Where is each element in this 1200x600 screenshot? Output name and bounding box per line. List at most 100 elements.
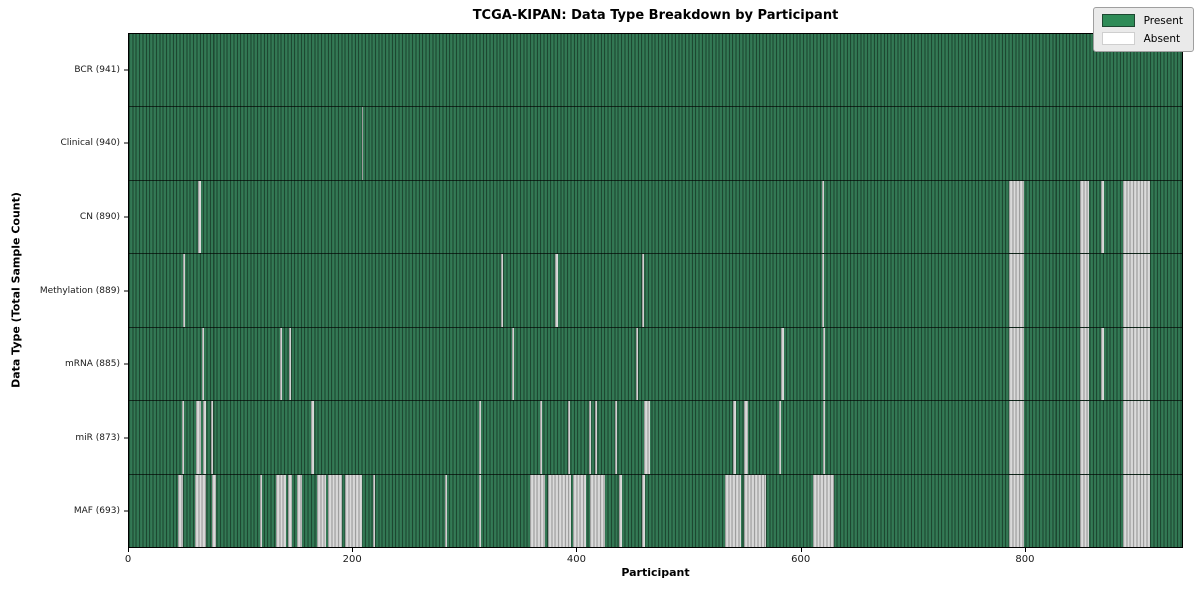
absent-stripe — [195, 474, 207, 547]
legend-label: Absent — [1143, 32, 1181, 45]
data-row-cn — [129, 180, 1182, 255]
absent-stripe — [1008, 254, 1025, 327]
absent-stripe — [641, 474, 645, 547]
absent-stripe — [590, 474, 605, 547]
absent-stripe — [287, 474, 293, 547]
absent-stripe — [296, 474, 303, 547]
y-tick-label: MAF (693) — [73, 506, 120, 517]
absent-stripe — [614, 401, 617, 474]
absent-stripe — [733, 401, 736, 474]
data-row-bcr — [129, 34, 1182, 108]
absent-stripe — [547, 474, 571, 547]
data-row-maf — [129, 474, 1182, 547]
absent-stripe — [744, 401, 748, 474]
y-tick-label: CN (890) — [79, 211, 120, 222]
absent-stripe — [725, 474, 742, 547]
x-tick-mark — [1024, 548, 1026, 552]
y-tick-label: Clinical (940) — [60, 138, 120, 149]
data-row-mir — [129, 401, 1182, 475]
legend-swatch-absent — [1101, 32, 1135, 45]
absent-stripe — [822, 401, 826, 474]
x-tick-label: 0 — [124, 554, 132, 565]
y-tick-label: Methylation (889) — [39, 285, 120, 296]
absent-stripe — [822, 327, 826, 401]
absent-stripe — [259, 474, 263, 547]
absent-stripe — [1008, 327, 1025, 401]
absent-stripe — [316, 474, 326, 547]
x-tick-label: 400 — [566, 554, 586, 565]
absent-stripe — [573, 474, 586, 547]
absent-stripe — [1008, 474, 1025, 547]
absent-stripe — [280, 327, 283, 401]
legend-item-absent: Absent — [1101, 32, 1183, 45]
absent-stripe — [275, 474, 286, 547]
x-tick-label: 600 — [791, 554, 811, 565]
absent-stripe — [181, 401, 184, 474]
y-tick-label: mRNA (885) — [65, 359, 120, 370]
y-tick-mark — [124, 142, 128, 144]
absent-stripe — [479, 401, 482, 474]
y-tick-mark — [124, 510, 128, 512]
absent-stripe — [588, 401, 592, 474]
legend-label: Present — [1143, 14, 1183, 27]
absent-stripe — [594, 401, 597, 474]
legend-swatch-present — [1101, 14, 1135, 27]
absent-stripe — [1122, 401, 1150, 474]
data-row-clinical — [129, 107, 1182, 181]
y-tick-mark — [124, 437, 128, 439]
absent-stripe — [328, 474, 342, 547]
absent-stripe — [444, 474, 447, 547]
data-row-methylation — [129, 254, 1182, 328]
absent-stripe — [781, 327, 784, 401]
y-tick-mark — [124, 69, 128, 71]
absent-stripe — [1122, 254, 1150, 327]
x-tick-mark — [800, 548, 802, 552]
x-tick-label: 200 — [342, 554, 362, 565]
absent-stripe — [198, 180, 201, 254]
absent-stripe — [1122, 327, 1150, 401]
absent-stripe — [211, 474, 217, 547]
absent-stripe — [1080, 180, 1090, 254]
y-tick-mark — [124, 363, 128, 365]
absent-stripe — [555, 254, 558, 327]
absent-stripe — [202, 401, 207, 474]
absent-stripe — [744, 474, 766, 547]
x-tick-mark — [576, 548, 578, 552]
absent-stripe — [1008, 180, 1025, 254]
absent-stripe — [182, 254, 185, 327]
absent-stripe — [196, 401, 201, 474]
absent-stripe — [1122, 180, 1150, 254]
absent-stripe — [311, 401, 314, 474]
absent-stripe — [289, 327, 292, 401]
absent-stripe — [178, 474, 183, 547]
absent-stripe — [779, 401, 782, 474]
absent-stripe — [1080, 474, 1090, 547]
legend: Present Absent — [1092, 7, 1194, 52]
absent-stripe — [529, 474, 546, 547]
absent-stripe — [635, 327, 639, 401]
absent-stripe — [1122, 474, 1150, 547]
absent-stripe — [619, 474, 623, 547]
data-row-mrna — [129, 327, 1182, 402]
absent-stripe — [372, 474, 376, 547]
absent-stripe — [1101, 327, 1104, 401]
absent-stripe — [821, 180, 824, 254]
absent-stripe — [1080, 327, 1090, 401]
absent-stripe — [511, 327, 514, 401]
y-tick-mark — [124, 290, 128, 291]
legend-item-present: Present — [1101, 14, 1183, 27]
absent-stripe — [567, 401, 570, 474]
y-tick-mark — [124, 216, 128, 218]
y-tick-label: BCR (941) — [74, 64, 120, 75]
absent-stripe — [539, 401, 542, 474]
absent-stripe — [643, 401, 651, 474]
absent-stripe — [210, 401, 213, 474]
x-tick-mark — [352, 548, 354, 552]
absent-stripe — [1080, 401, 1090, 474]
absent-stripe — [201, 327, 204, 401]
absent-stripe — [1101, 180, 1104, 254]
absent-stripe — [641, 254, 644, 327]
y-tick-label: miR (873) — [75, 432, 120, 443]
x-axis-label: Participant — [621, 566, 690, 579]
